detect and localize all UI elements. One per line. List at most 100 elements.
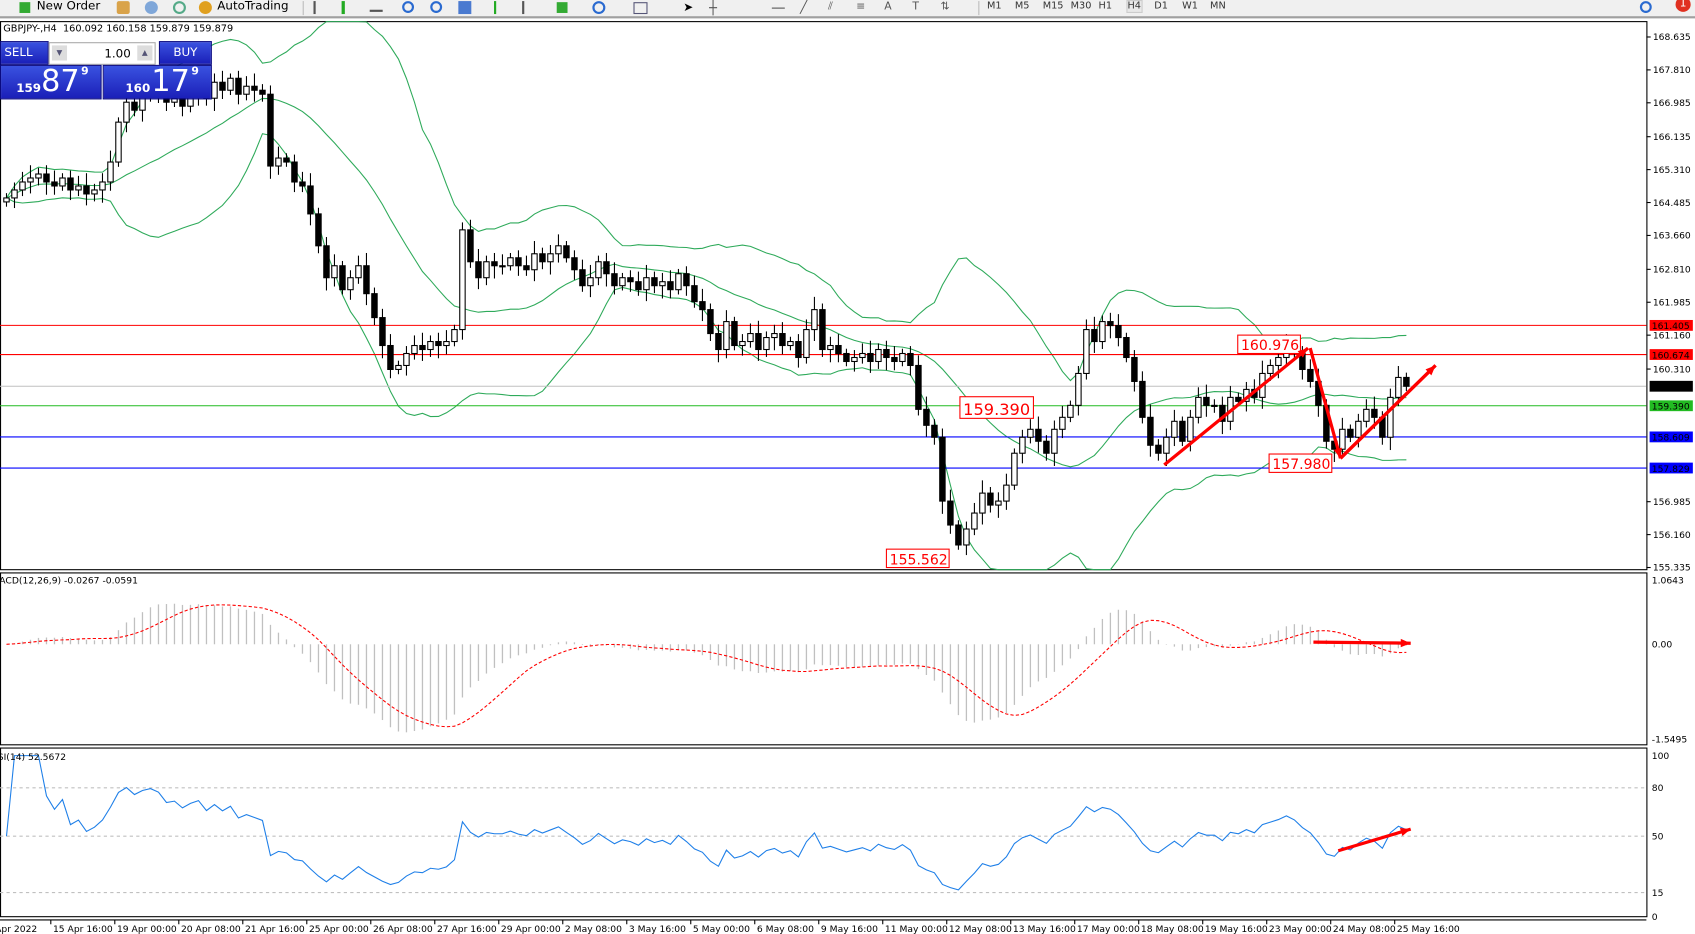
lot-size-input[interactable]: ▼ 1.00 ▲ bbox=[48, 42, 156, 65]
candlestick-icon[interactable] bbox=[341, 1, 352, 15]
autotrading-icon bbox=[198, 1, 212, 15]
time-tick-label: 2 May 08:00 bbox=[565, 924, 622, 934]
candle bbox=[787, 336, 794, 351]
data-window-icon[interactable] bbox=[144, 1, 158, 15]
bull-candle-body bbox=[1099, 321, 1106, 343]
templates-icon[interactable] bbox=[633, 2, 648, 15]
bull-candle-body bbox=[555, 245, 562, 255]
macd-axis-label: 0.00 bbox=[1652, 640, 1673, 651]
candle bbox=[707, 303, 714, 342]
candle bbox=[435, 332, 442, 359]
candle bbox=[683, 266, 690, 296]
bull-candle-body bbox=[771, 333, 778, 339]
candle bbox=[299, 171, 306, 193]
bollinger-lower bbox=[6, 133, 1407, 571]
new-order-button[interactable]: New Order bbox=[36, 0, 101, 13]
bull-candle-body bbox=[243, 85, 250, 95]
price-level-tag bbox=[1649, 431, 1693, 443]
rsi-window-frame bbox=[0, 747, 1648, 918]
candle bbox=[579, 259, 586, 292]
arrow-head-icon bbox=[1333, 447, 1342, 459]
arrows-icon[interactable]: ⇅ bbox=[940, 1, 950, 13]
price-tick-label: 161.985 bbox=[1653, 297, 1691, 308]
text-icon[interactable]: A bbox=[884, 1, 892, 13]
trend-arrow-line bbox=[1308, 347, 1343, 459]
timeframe-h4[interactable]: H4 bbox=[1126, 0, 1143, 13]
bull-candle-body bbox=[803, 329, 810, 359]
toolbar: New Order AutoTrading ➤ ┼ ╱ ⫽ ≡ A T ⇅ M1… bbox=[0, 0, 1695, 19]
bull-candle-body bbox=[451, 329, 458, 343]
sell-price[interactable]: 159 87 9 bbox=[0, 63, 102, 100]
timeframe-m15[interactable]: M15 bbox=[1042, 1, 1064, 12]
horizontal-line-icon[interactable] bbox=[771, 1, 785, 9]
time-tick-label: 12 May 08:00 bbox=[949, 924, 1012, 934]
timeframe-m5[interactable]: M5 bbox=[1014, 1, 1030, 12]
bull-candle-body bbox=[483, 261, 490, 279]
line-chart-icon[interactable] bbox=[369, 1, 383, 12]
notification-badge[interactable]: 1 bbox=[1675, 0, 1691, 12]
timeframe-d1[interactable]: D1 bbox=[1154, 1, 1168, 12]
candle bbox=[547, 245, 554, 275]
bear-candle-body bbox=[683, 273, 690, 287]
candle bbox=[67, 170, 74, 201]
crosshair-icon[interactable]: ┼ bbox=[709, 0, 717, 16]
buy-price[interactable]: 160 17 9 bbox=[102, 63, 212, 100]
candle bbox=[939, 428, 946, 514]
bear-candle-body bbox=[907, 352, 914, 367]
signals-icon[interactable] bbox=[172, 1, 186, 15]
bull-candle-body bbox=[403, 352, 410, 367]
macd-label: MACD(12,26,9) -0.0267 -0.0591 bbox=[0, 576, 138, 587]
bull-candle-body bbox=[1067, 404, 1074, 418]
price-annotation-box bbox=[1237, 334, 1301, 355]
lot-increase-icon[interactable]: ▲ bbox=[137, 45, 153, 61]
bull-candle-body bbox=[859, 352, 866, 359]
candle bbox=[1123, 332, 1130, 363]
candle bbox=[227, 73, 234, 96]
timeframe-m1[interactable]: M1 bbox=[986, 1, 1002, 12]
candle bbox=[35, 167, 42, 186]
time-tick-label: 20 Apr 08:00 bbox=[181, 924, 241, 934]
channel-icon[interactable]: ⫽ bbox=[828, 1, 833, 13]
lot-decrease-icon[interactable]: ▼ bbox=[51, 45, 68, 61]
candle bbox=[347, 270, 354, 300]
search-icon[interactable] bbox=[1639, 1, 1652, 13]
indicators-icon[interactable] bbox=[556, 2, 568, 13]
timeframe-m30[interactable]: M30 bbox=[1070, 1, 1092, 12]
chart-header: GBPJPY-,H4 160.092 160.158 159.879 159.8… bbox=[3, 24, 233, 35]
price-level-label: 161.405 bbox=[1652, 321, 1690, 332]
candle bbox=[75, 175, 82, 197]
candle bbox=[467, 219, 474, 268]
autotrading-button[interactable]: AutoTrading bbox=[217, 0, 289, 13]
buy-button[interactable]: BUY bbox=[158, 41, 212, 65]
sell-button[interactable]: SELL bbox=[0, 41, 49, 65]
timeframe-h1[interactable]: H1 bbox=[1098, 1, 1113, 12]
candle bbox=[387, 334, 394, 379]
bar-chart-icon[interactable] bbox=[313, 1, 322, 15]
bear-candle-body bbox=[435, 340, 442, 347]
periods-icon[interactable] bbox=[592, 1, 606, 15]
tile-windows-icon[interactable] bbox=[458, 1, 472, 15]
price-tick-label: 156.160 bbox=[1653, 530, 1691, 541]
fibonacci-icon[interactable]: ≡ bbox=[856, 1, 866, 13]
candle bbox=[1171, 409, 1178, 447]
chart-shift-icon[interactable] bbox=[522, 1, 537, 15]
cursor-icon[interactable]: ➤ bbox=[683, 0, 694, 15]
market-watch-icon[interactable] bbox=[116, 1, 130, 15]
candle bbox=[1347, 424, 1354, 443]
candle bbox=[1163, 428, 1170, 466]
trendline-icon[interactable]: ╱ bbox=[799, 0, 808, 15]
text-label-icon[interactable]: T bbox=[912, 1, 919, 13]
bull-candle-body bbox=[115, 121, 122, 163]
price-level-tag bbox=[1649, 349, 1693, 360]
separator bbox=[302, 1, 304, 16]
timeframe-mn[interactable]: MN bbox=[1210, 1, 1226, 12]
bear-candle-body bbox=[251, 85, 258, 91]
zoom-in-icon[interactable] bbox=[402, 1, 415, 13]
auto-scroll-icon[interactable] bbox=[494, 1, 509, 15]
bear-candle-body bbox=[699, 301, 706, 311]
timeframe-w1[interactable]: W1 bbox=[1182, 1, 1198, 12]
zoom-out-icon[interactable] bbox=[430, 1, 443, 13]
bear-candle-body bbox=[707, 309, 714, 335]
candle bbox=[363, 252, 370, 306]
